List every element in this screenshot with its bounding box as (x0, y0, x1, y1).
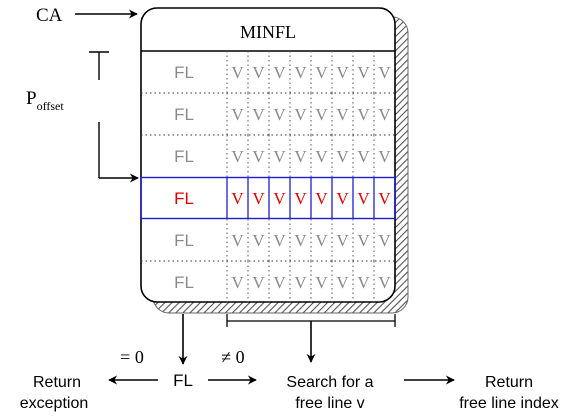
row-v-cell: V (357, 105, 370, 124)
row-v-cell: V (378, 231, 391, 250)
row-v-cell: V (315, 147, 328, 166)
row-v-cell: V (252, 189, 265, 208)
row-v-cell: V (231, 105, 244, 124)
row-v-cell: V (294, 63, 307, 82)
row-v-cell: V (231, 189, 244, 208)
row-v-cell: V (294, 231, 307, 250)
row-v-cell: V (336, 273, 349, 292)
search-line2: free line v (295, 395, 364, 412)
row-fl-label: FL (174, 147, 194, 166)
row-v-cell: V (252, 147, 265, 166)
row-fl-label: FL (174, 231, 194, 250)
row-v-cell: V (252, 105, 265, 124)
row-v-cell: V (378, 189, 391, 208)
row-v-cell: V (273, 105, 286, 124)
table-title: MINFL (240, 22, 296, 42)
row-v-cell: V (378, 63, 391, 82)
row-v-cell: V (357, 63, 370, 82)
return-index-line2: free line index (459, 395, 559, 412)
return-exception-line2: exception (20, 395, 89, 412)
row-v-cell: V (294, 189, 307, 208)
row-v-cell: V (357, 147, 370, 166)
row-v-cell: V (252, 273, 265, 292)
row-v-cell: V (336, 147, 349, 166)
row-v-cell: V (273, 273, 286, 292)
return-exception-line1: Return (33, 374, 81, 391)
row-v-cell: V (357, 273, 370, 292)
row-v-cell: V (336, 63, 349, 82)
row-v-cell: V (273, 189, 286, 208)
row-fl-label: FL (174, 273, 194, 292)
row-v-cell: V (315, 63, 328, 82)
row-fl-label: FL (174, 189, 194, 208)
return-index-line1: Return (485, 374, 533, 391)
neq-zero-label: ≠ 0 (221, 347, 244, 367)
row-fl-label: FL (174, 105, 194, 124)
row-v-cell: V (294, 147, 307, 166)
row-v-cell: V (231, 147, 244, 166)
row-v-cell: V (273, 63, 286, 82)
eq-zero-label: = 0 (120, 347, 144, 367)
row-v-cell: V (294, 105, 307, 124)
row-v-cell: V (252, 63, 265, 82)
fl-bottom-label: FL (173, 371, 193, 390)
row-fl-label: FL (174, 63, 194, 82)
row-v-cell: V (336, 231, 349, 250)
table-rows: FL V V V V V V V VFL V V V V V V V VFL V V V V V V V VFL V V V V V V V V… (140, 51, 396, 303)
row-v-cell: V (336, 189, 349, 208)
row-v-cell: V (378, 273, 391, 292)
row-v-cell: V (252, 231, 265, 250)
row-v-cell: V (231, 63, 244, 82)
row-v-cell: V (315, 273, 328, 292)
row-v-cell: V (273, 147, 286, 166)
search-line1: Search for a (286, 374, 373, 391)
row-v-cell: V (294, 273, 307, 292)
row-v-cell: V (378, 147, 391, 166)
row-v-cell: V (231, 273, 244, 292)
row-v-cell: V (315, 231, 328, 250)
row-v-cell: V (357, 231, 370, 250)
row-v-cell: V (315, 189, 328, 208)
row-v-cell: V (231, 231, 244, 250)
row-v-cell: V (357, 189, 370, 208)
ca-label: CA (36, 5, 63, 26)
row-v-cell: V (315, 105, 328, 124)
row-v-cell: V (273, 231, 286, 250)
row-v-cell: V (336, 105, 349, 124)
row-v-cell: V (378, 105, 391, 124)
poffset-label: Poffset (26, 88, 64, 113)
